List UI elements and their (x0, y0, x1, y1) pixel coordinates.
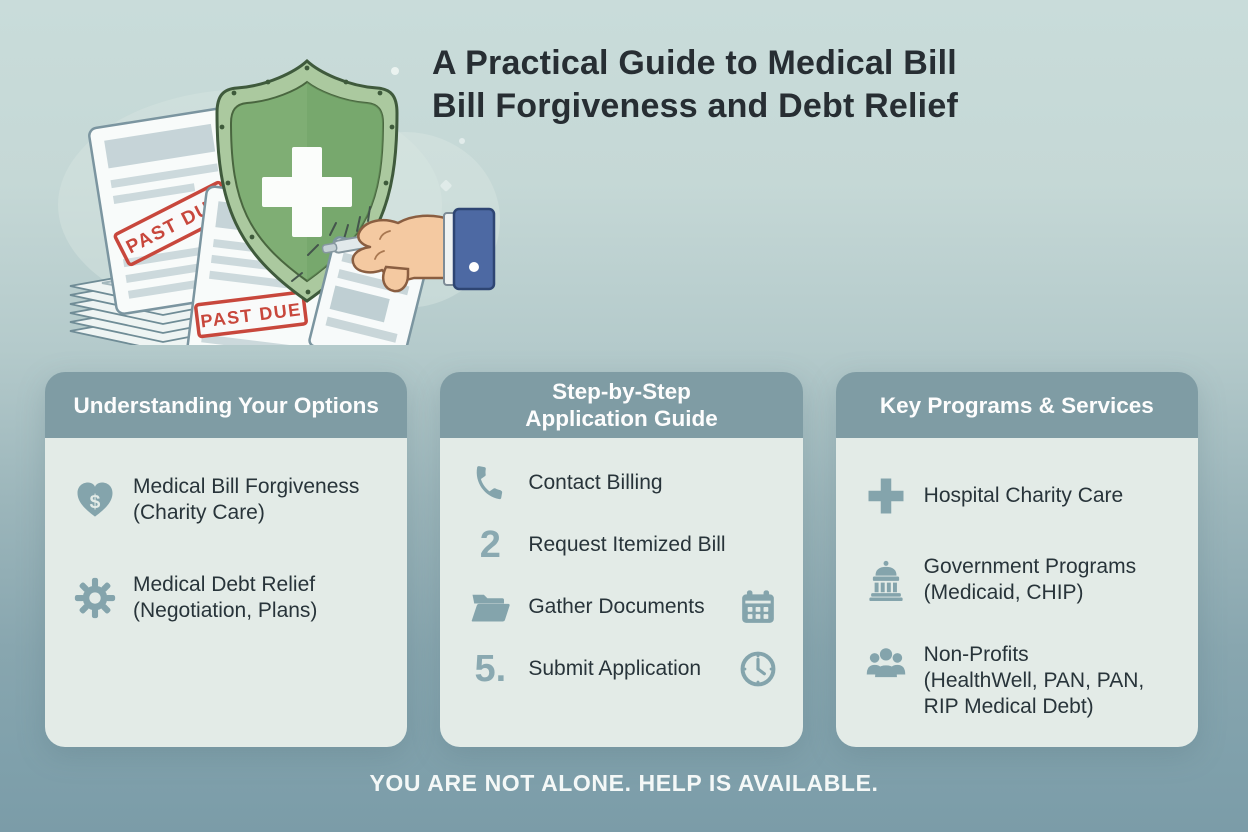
item-text: Government Programs (Medicaid, CHIP) (924, 554, 1136, 606)
list-item: Medical Bill Forgiveness (Charity Care) (73, 474, 385, 526)
item-line: Non-Profits (923, 643, 1029, 666)
cards-row: Understanding Your Options Medical Bill … (45, 372, 1198, 747)
item-line: Hospital Charity Care (923, 484, 1124, 507)
item-line: Medical Bill Forgiveness (133, 475, 360, 498)
item-text: Hospital Charity Care (924, 483, 1124, 509)
card-1: Understanding Your Options Medical Bill … (45, 372, 408, 747)
item-line: (HealthWell, PAN, PAN, (923, 669, 1145, 692)
item-line: Gather Documents (528, 595, 705, 618)
list-item: Contact Billing (468, 460, 780, 506)
card-header: Understanding Your Options (45, 372, 408, 438)
page-title-line: Bill Forgiveness and Debt Relief (432, 87, 958, 126)
item-line: (Negotiation, Plans) (133, 599, 318, 622)
step-number: 2 (479, 524, 501, 566)
item-line: Request Itemized Bill (528, 533, 726, 556)
people-icon (864, 642, 908, 686)
card-title-line: Understanding Your Options (73, 392, 379, 418)
item-line: Submit Application (528, 657, 702, 680)
list-item: Medical Debt Relief (Negotiation, Plans) (73, 572, 385, 624)
card-body: Contact Billing 2 Request Itemized Bill … (440, 438, 803, 747)
item-text: Contact Billing (528, 470, 662, 496)
item-line: Medical Debt Relief (133, 573, 316, 596)
card-body: Hospital Charity Care Government Program… (835, 438, 1198, 747)
list-item: 2 Request Itemized Bill (468, 522, 780, 568)
card-body: Medical Bill Forgiveness (Charity Care) M… (45, 438, 408, 747)
page-title-line: A Practical Guide to Medical Bill (432, 44, 957, 82)
item-line: (Charity Care) (133, 501, 265, 524)
item-text: Submit Application (528, 656, 701, 682)
plus-icon (864, 474, 908, 518)
item-text: Request Itemized Bill (528, 532, 725, 558)
item-line: Contact Billing (528, 471, 663, 494)
list-item: Government Programs (Medicaid, CHIP) (864, 554, 1176, 606)
item-text: Non-Profits (HealthWell, PAN, PAN, RIP Med… (924, 642, 1145, 720)
item-text: Gather Documents (528, 594, 704, 620)
card-title-line: Application Guide (525, 406, 718, 431)
calendar-icon (739, 588, 777, 626)
gear-icon (73, 576, 117, 620)
medical-cross (262, 147, 352, 237)
scratch-marks (291, 206, 371, 282)
item-line: Government Programs (923, 555, 1137, 578)
item-text: Medical Bill Forgiveness (Charity Care) (133, 474, 359, 526)
card-title-line: Key Programs & Services (879, 392, 1154, 418)
card-header: Key Programs & Services (835, 372, 1198, 438)
capitol-icon (864, 558, 908, 602)
list-item: Non-Profits (HealthWell, PAN, PAN, RIP Med… (864, 642, 1176, 720)
sparkle (391, 67, 399, 75)
phone-icon (468, 461, 512, 505)
hand-graphic (351, 207, 496, 293)
list-item: 5. Submit Application (468, 646, 780, 692)
item-line: (Medicaid, CHIP) (923, 581, 1084, 604)
card-2: Step-by-Step Application Guide Contact Bi… (440, 372, 803, 747)
card-title-line: Step-by-Step (552, 379, 691, 404)
folder-icon (468, 585, 512, 629)
card-3: Key Programs & Services Hospital Charity… (835, 372, 1198, 747)
item-line: RIP Medical Debt) (923, 695, 1094, 718)
clock-icon (739, 650, 777, 688)
step-number: 5. (474, 648, 507, 690)
item-text: Medical Debt Relief (Negotiation, Plans) (133, 572, 317, 624)
hero-illustration: PAST DUE PAST DUE (58, 58, 500, 345)
list-item: Gather Documents (468, 584, 780, 630)
card-header: Step-by-Step Application Guide (440, 372, 803, 438)
cuff-button (469, 262, 479, 272)
heart-dollar-icon (73, 478, 117, 522)
past-due-stamp: PAST DUE (194, 290, 308, 339)
page-title: A Practical Guide to Medical Bill Bill Fo… (432, 42, 958, 128)
jacket-cuff (452, 207, 496, 291)
footer-message: YOU ARE NOT ALONE. HELP IS AVAILABLE. (369, 770, 879, 796)
shield-rivets (219, 65, 395, 295)
list-item: Hospital Charity Care (864, 474, 1176, 518)
